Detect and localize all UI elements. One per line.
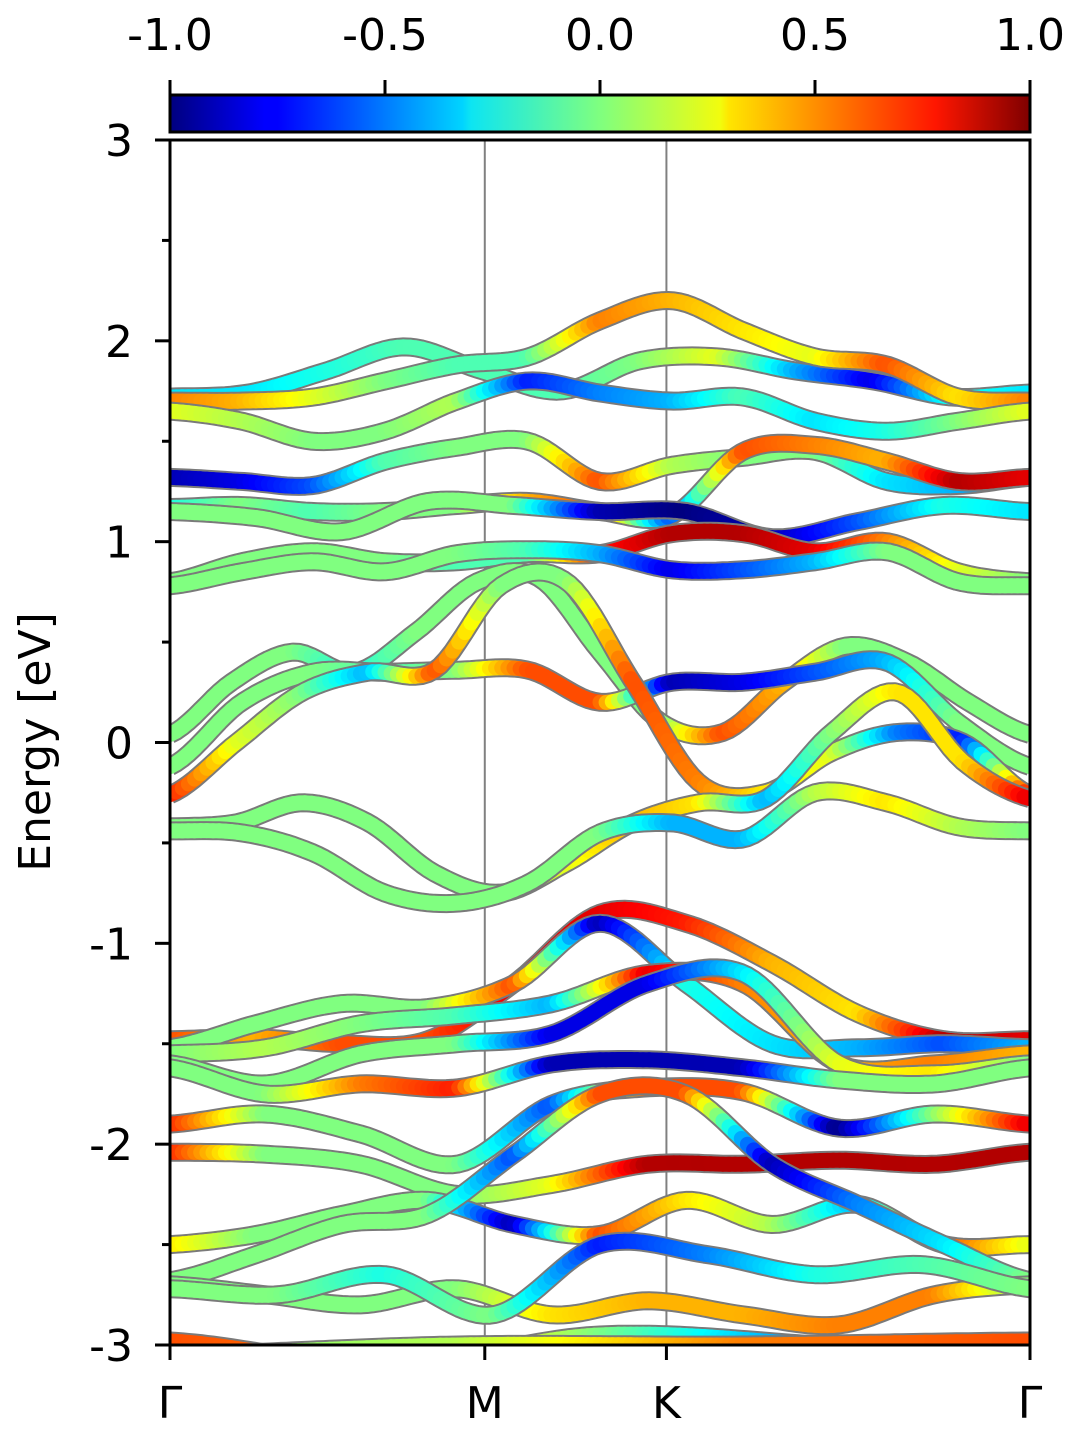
band-segment — [471, 1354, 477, 1355]
band-segment — [268, 1354, 274, 1355]
colorbar-ticks: -1.0 -0.5 0.0 0.5 1.0 — [127, 10, 1065, 95]
band-segment — [231, 1341, 250, 1345]
band-segment — [218, 1339, 239, 1345]
band-segment — [446, 1358, 452, 1359]
band-segment — [422, 1362, 428, 1363]
band-segment — [851, 1341, 871, 1345]
band-segment — [311, 1360, 317, 1361]
colorbar-tick-label: 0.0 — [565, 10, 635, 61]
band-segment — [950, 1359, 956, 1360]
band-segment — [878, 1343, 892, 1345]
y-tick-label: 3 — [105, 116, 133, 167]
band-segment — [330, 1362, 336, 1363]
band-segment — [495, 1340, 515, 1345]
bands — [170, 291, 1030, 1365]
band-segment — [237, 1342, 255, 1345]
band-segment — [244, 1343, 260, 1345]
band-22 — [170, 1076, 1030, 1291]
band-segment — [440, 1359, 446, 1360]
band-segment — [224, 1340, 245, 1345]
band-segment — [490, 1341, 508, 1345]
band-segment — [305, 1359, 311, 1360]
band-segment — [252, 1344, 263, 1345]
y-tick-label: -1 — [89, 919, 133, 970]
y-tick-label: 0 — [105, 719, 133, 770]
band-segment — [459, 1356, 465, 1357]
band-26 — [194, 1331, 1030, 1345]
colorbar-gradient — [168, 93, 1032, 134]
band-segment — [501, 1339, 522, 1345]
band-8 — [170, 540, 1030, 596]
band-10 — [170, 650, 1030, 776]
band-segment — [969, 1361, 975, 1362]
band-segment — [336, 1363, 342, 1364]
y-axis-label: Energy [eV] — [10, 612, 61, 872]
band-segment — [938, 1357, 944, 1358]
band-11 — [170, 562, 1030, 807]
band-segment — [477, 1353, 483, 1354]
band-segment — [348, 1364, 354, 1365]
band-segment — [981, 1362, 987, 1363]
band-segment — [274, 1354, 280, 1355]
band-13 — [170, 781, 1030, 914]
y-tick-label: 1 — [105, 518, 133, 569]
band-segment — [428, 1361, 434, 1362]
y-tick-label: 2 — [105, 317, 133, 368]
band-segment — [975, 1361, 981, 1362]
band-segment — [416, 1363, 422, 1364]
band-segment — [962, 1360, 968, 1361]
band-segment — [858, 1341, 876, 1345]
band-segment — [317, 1361, 323, 1362]
band-segment — [944, 1358, 950, 1359]
band-3 — [170, 371, 1030, 452]
colorbar: -1.0 -0.5 0.0 0.5 1.0 — [127, 10, 1065, 134]
band-segment — [434, 1360, 440, 1361]
band-segment — [845, 1340, 865, 1345]
y-tick-label: -2 — [89, 1120, 133, 1171]
band-segment — [895, 1353, 901, 1354]
band-segment — [919, 1355, 925, 1356]
colorbar-tick-label: 1.0 — [995, 10, 1065, 61]
band-segment — [287, 1356, 293, 1357]
band-segment — [885, 1344, 895, 1345]
band-segment — [926, 1356, 932, 1357]
band-segment — [932, 1357, 938, 1358]
band-segment — [403, 1364, 409, 1365]
y-axis: 3 2 1 0 -1 -2 -3 — [89, 116, 170, 1372]
colorbar-tick-label: -1.0 — [127, 10, 213, 61]
band-segment — [453, 1357, 459, 1358]
band-2 — [170, 291, 1030, 411]
band-segment — [485, 1342, 501, 1345]
colorbar-tick-label: 0.5 — [780, 10, 850, 61]
band-segment — [832, 1339, 853, 1345]
plot-area: 3 2 1 0 -1 -2 -3 Γ M K Γ Energy [eV] — [10, 116, 1043, 1429]
band-segment — [281, 1355, 287, 1356]
band-segment — [993, 1363, 999, 1364]
band-segment — [293, 1357, 299, 1358]
band-segment — [838, 1340, 859, 1345]
x-tick-label: K — [652, 1378, 682, 1429]
band-segment — [262, 1353, 268, 1354]
band-segment — [299, 1358, 305, 1359]
band-segment — [987, 1362, 993, 1363]
x-tick-label: Γ — [1018, 1378, 1043, 1429]
colorbar-tick-label: -0.5 — [342, 10, 428, 61]
band-segment — [864, 1342, 882, 1345]
band-segment — [342, 1363, 348, 1364]
band-segment — [956, 1359, 962, 1360]
band-segment — [324, 1361, 330, 1362]
x-tick-label: Γ — [158, 1378, 183, 1429]
y-tick-label: -3 — [89, 1321, 133, 1372]
band-segment — [871, 1343, 887, 1345]
band-segment — [901, 1353, 907, 1354]
band-segment — [907, 1354, 913, 1355]
band-24 — [170, 1231, 1030, 1325]
band-segment — [410, 1363, 416, 1364]
band-segment — [465, 1355, 471, 1356]
x-tick-label: M — [466, 1378, 504, 1429]
band-segment — [913, 1355, 919, 1356]
